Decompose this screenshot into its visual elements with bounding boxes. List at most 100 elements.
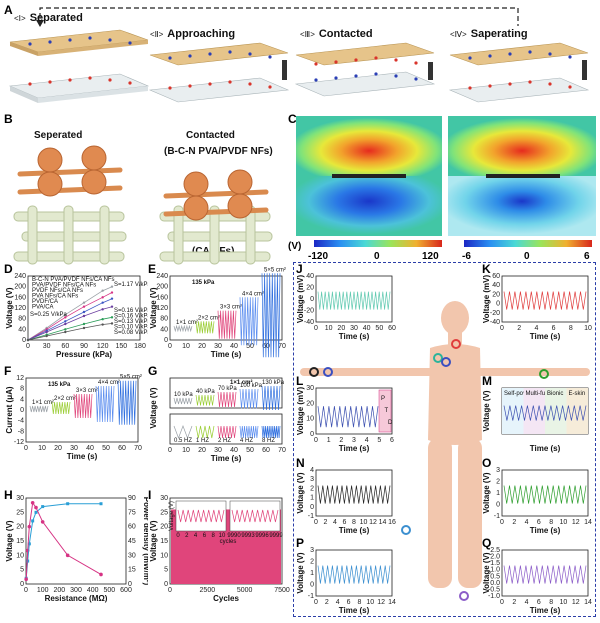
plot-frame-top [169,377,283,409]
panel-label-c: C [288,112,297,126]
y-tick-label: 10 [16,552,24,559]
x-tick-label: 2 [324,519,328,526]
x-tick-label: 10 [366,599,374,606]
panel-b-illustration [13,145,273,265]
x-axis-label: Time (s) [339,606,370,615]
sensitivity-annotation: S=0.25 V/kPa [30,312,68,318]
x-tick-label: 0 [314,325,318,332]
x-tick-label: 20 [54,445,62,452]
inset-x-label: cycles [220,539,237,545]
y-tick-label: 0 [496,502,500,509]
stage-1: <Ⅰ> Separated [14,12,83,24]
x-tick-label: 0 [314,437,318,444]
x-tick-label: 10 [560,519,568,526]
segment-label: 40 kPa [196,389,215,395]
panel-label-q: Q [482,536,492,550]
x-tick-label: 30 [350,325,358,332]
y-axis-label: Current (μA) [5,386,14,433]
x-tick-label: 90 [80,343,88,350]
signal-trace [317,406,379,428]
inset-right-tick: 9999 [269,533,283,539]
segment-label: 4×4 cm² [242,291,264,297]
stage-4: <Ⅳ> Saperating [450,28,528,40]
inset-left-tick: 4 [194,533,198,539]
y-tick-label: 40 [160,326,168,333]
x-tick-label: 8 [569,325,573,332]
x-tick-label: 10 [182,447,190,454]
inset-y-label: Voltage (V) [169,501,175,531]
x-tick-label: 14 [379,519,387,526]
legend-entry: PVA/PVDF NFs/CA NFs [32,283,96,289]
x-axis-label: Time (s) [530,332,561,341]
signal-segment [73,393,93,419]
signal-segment [217,310,237,339]
y-tick-label: -20 [304,308,314,315]
signal-segment [217,391,237,408]
y-tick-label: 0 [164,581,168,588]
schematic-contacted-label: Contacted [186,130,235,141]
colorbar-right-tick-max: 6 [584,251,590,262]
x-axis-label: Pressure (kPa) [56,350,112,359]
y-axis-label: Voltage (V) [296,472,305,514]
plot-frame [315,275,393,323]
x-tick-label: 60 [118,445,126,452]
segment-label: 4×4 cm² [98,380,120,386]
y-tick-label: 80 [160,316,168,323]
inset-right-signal [231,509,279,523]
x-tick-label: 6 [390,437,394,444]
y-axis-label: Voltage (V) [149,387,158,429]
inset-right-tick: 9996 [255,533,269,539]
y-tick-label: -1.0 [488,593,500,600]
sensitivity-annotation: S=0.08 V/kPa [114,330,148,336]
x-tick-label: 14 [584,599,592,606]
signal-segment [261,425,281,439]
y-right-tick-label: 15 [128,567,136,574]
x-tick-label: 50 [375,325,383,332]
signal-segment [239,388,259,409]
signal-trace [503,565,587,584]
panel-label-b: B [4,112,13,126]
y-tick-label: 8 [20,386,24,393]
signal-trace [503,405,587,421]
x-tick-label: 6 [343,519,347,526]
segment-label: 1 HZ [196,438,209,444]
series-line [27,292,113,341]
y-right-tick-label: 60 [128,524,136,531]
plot-frame [315,387,393,435]
signal-segment [95,385,115,423]
x-tick-label: 4 [534,325,538,332]
series-line [27,323,113,341]
panel-label-k: K [482,262,491,276]
y-axis-label: Voltage (V) [482,472,491,514]
y-tick-label: -4 [18,418,24,425]
x-tick-label: 10 [360,519,368,526]
legend-entry: PVA/CA [32,305,54,311]
y-tick-label: 40 [306,273,314,280]
x-tick-label: 100 [37,587,49,594]
x-tick-label: 300 [70,587,82,594]
y-tick-label: 25 [160,509,168,516]
y-tick-label: 4 [20,396,24,403]
x-tick-label: 7500 [274,587,290,594]
y-right-tick-label: 90 [128,495,136,502]
y-tick-label: 2 [310,559,314,566]
panel-label-m: M [482,374,492,388]
y-tick-label: 0 [164,337,168,344]
y-tick-label: 1 [310,495,314,502]
x-tick-label: 0 [500,325,504,332]
signal-segment [195,321,215,334]
signal-segment [239,297,259,346]
x-tick-label: 180 [134,343,146,350]
signal-trace [317,485,391,504]
panel-label-f: F [4,364,12,378]
signal-segment [173,397,193,405]
sensor-markers [309,339,549,601]
y-tick-label: 120 [14,305,26,312]
x-tick-label: 16 [388,519,396,526]
x-tick-label: 4 [365,437,369,444]
y-tick-label: 0 [20,407,24,414]
panel-label-e: E [148,262,157,276]
panel-label-n: N [296,456,305,470]
